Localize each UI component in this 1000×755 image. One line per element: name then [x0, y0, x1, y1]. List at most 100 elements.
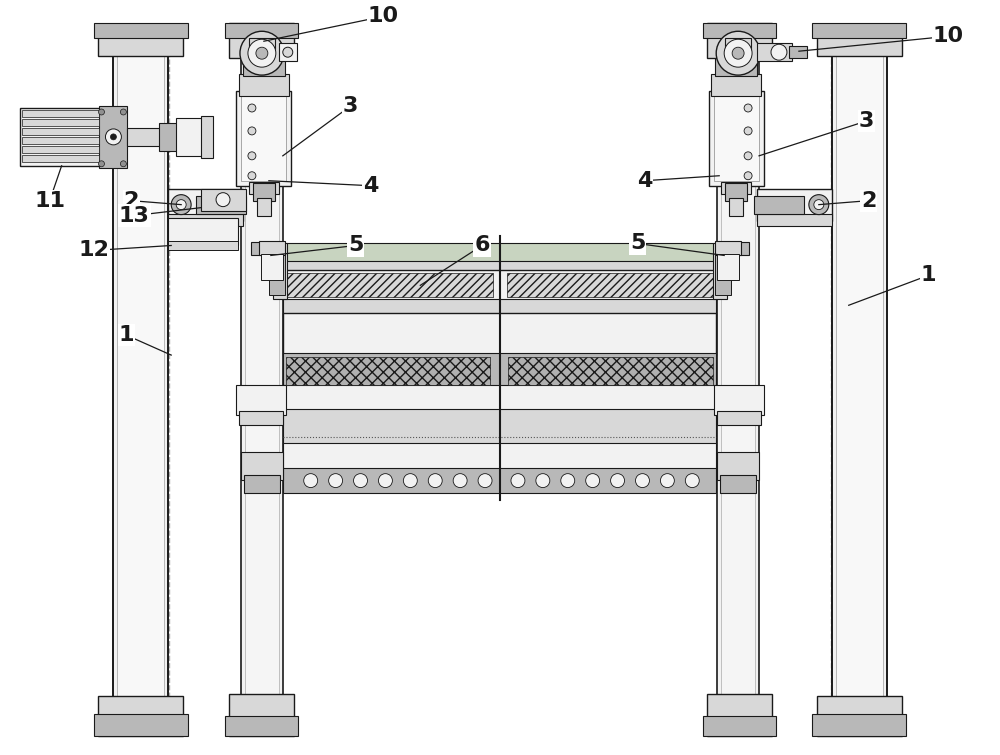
Circle shape	[248, 39, 276, 67]
Circle shape	[744, 171, 752, 180]
Bar	[239, 74, 289, 96]
Bar	[22, 110, 99, 117]
Circle shape	[685, 473, 699, 488]
Bar	[283, 442, 716, 470]
Bar	[283, 467, 716, 492]
Bar	[283, 270, 716, 300]
Circle shape	[304, 473, 318, 488]
Circle shape	[105, 129, 121, 145]
Bar	[229, 23, 294, 58]
Bar	[283, 244, 716, 266]
Bar	[245, 36, 279, 724]
Bar	[261, 254, 283, 280]
Text: 1: 1	[119, 325, 134, 345]
Bar	[724, 242, 749, 255]
Circle shape	[428, 473, 442, 488]
Circle shape	[248, 104, 256, 112]
Bar	[714, 385, 764, 414]
Circle shape	[511, 473, 525, 488]
Circle shape	[744, 104, 752, 112]
Circle shape	[809, 195, 829, 214]
Bar	[239, 411, 283, 425]
Circle shape	[256, 48, 268, 59]
Bar	[243, 51, 281, 64]
Bar	[719, 51, 757, 64]
Bar	[159, 123, 179, 151]
Bar	[168, 214, 243, 226]
Circle shape	[478, 473, 492, 488]
Bar	[98, 696, 183, 735]
Bar	[757, 189, 832, 220]
Text: 5: 5	[348, 236, 363, 255]
Bar	[703, 23, 776, 39]
Bar	[711, 74, 761, 96]
Bar	[283, 409, 716, 445]
Bar	[283, 385, 716, 410]
Bar	[721, 182, 751, 194]
Bar	[283, 261, 716, 271]
Circle shape	[814, 199, 824, 210]
Circle shape	[98, 161, 104, 167]
Bar	[241, 96, 286, 180]
Bar	[817, 696, 902, 735]
Circle shape	[283, 48, 293, 57]
Bar	[117, 36, 164, 724]
Bar	[249, 182, 279, 194]
Bar	[836, 36, 883, 724]
Circle shape	[716, 31, 760, 75]
Bar	[721, 36, 755, 724]
Circle shape	[110, 134, 116, 140]
Bar	[99, 106, 127, 168]
Bar	[229, 694, 294, 735]
Text: 6: 6	[474, 236, 490, 255]
Bar	[98, 24, 183, 56]
Circle shape	[771, 45, 787, 60]
Text: 3: 3	[859, 111, 874, 131]
Bar	[94, 713, 188, 735]
Circle shape	[120, 109, 126, 115]
Bar	[127, 128, 165, 146]
Bar	[729, 198, 743, 216]
Bar	[283, 353, 716, 387]
Bar	[22, 119, 99, 126]
Text: 11: 11	[34, 191, 65, 211]
Bar	[713, 244, 727, 299]
Circle shape	[171, 195, 191, 214]
Text: 10: 10	[933, 26, 964, 46]
Text: 4: 4	[363, 176, 378, 196]
Circle shape	[354, 473, 367, 488]
Bar	[253, 183, 275, 201]
Circle shape	[744, 152, 752, 160]
Bar	[283, 313, 716, 355]
Bar	[225, 23, 298, 39]
Circle shape	[240, 31, 284, 75]
Bar	[789, 46, 807, 58]
Bar	[508, 357, 713, 385]
Bar	[168, 217, 238, 245]
Bar	[709, 91, 764, 186]
Bar	[757, 43, 792, 61]
Bar	[717, 36, 759, 724]
Bar	[286, 273, 493, 297]
Bar	[225, 716, 298, 735]
Bar	[257, 198, 271, 216]
Bar	[236, 91, 291, 186]
Bar	[714, 96, 759, 180]
Bar	[715, 241, 741, 255]
Bar	[176, 118, 206, 156]
Circle shape	[724, 39, 752, 67]
Circle shape	[536, 473, 550, 488]
Text: 1: 1	[921, 265, 936, 285]
Circle shape	[176, 199, 186, 210]
Circle shape	[561, 473, 575, 488]
Text: 2: 2	[124, 191, 139, 211]
Bar	[273, 244, 287, 299]
Bar	[717, 451, 759, 479]
Circle shape	[248, 171, 256, 180]
Text: 5: 5	[630, 233, 645, 254]
Bar	[725, 39, 751, 51]
Text: 4: 4	[637, 171, 652, 191]
Bar	[832, 36, 887, 724]
Bar	[168, 189, 243, 220]
Bar	[22, 146, 99, 153]
